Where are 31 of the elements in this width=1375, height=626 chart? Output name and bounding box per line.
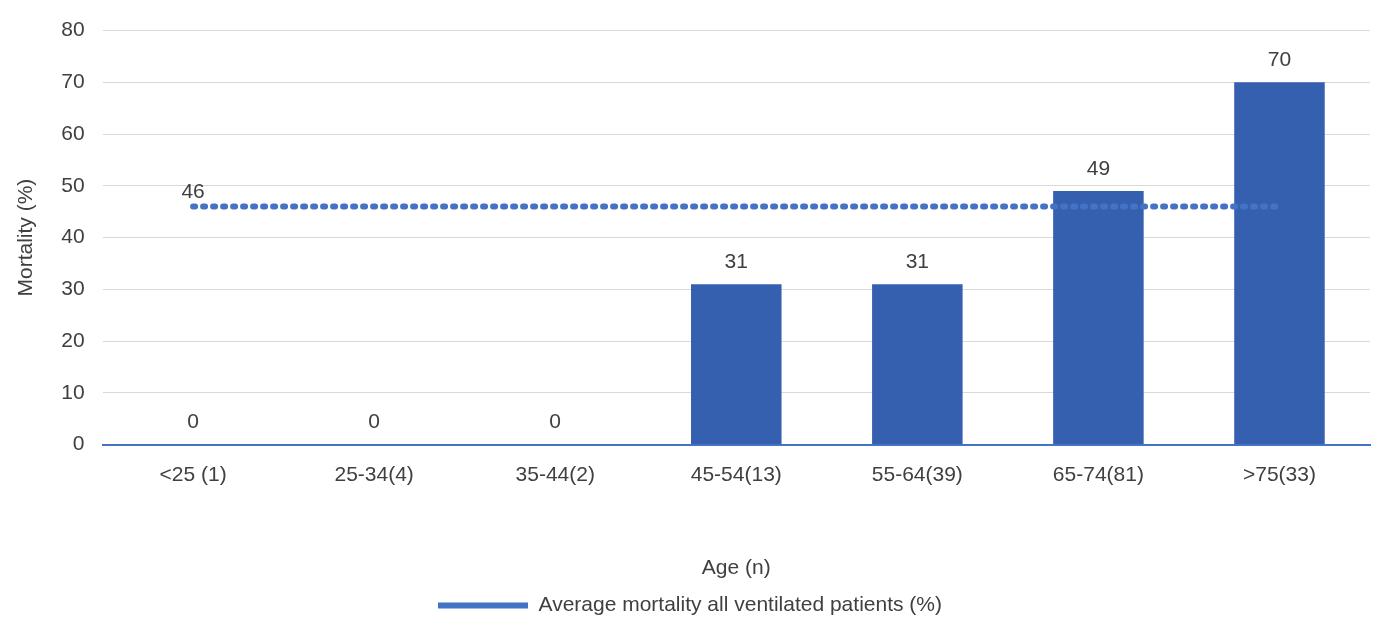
y-tick-label: 10 xyxy=(61,379,85,403)
bar xyxy=(1234,82,1325,445)
x-tick-label: >75(33) xyxy=(1242,462,1316,485)
bar xyxy=(691,284,782,445)
x-tick-label: 45-54(13) xyxy=(690,462,782,485)
x-tick-label: 65-74(81) xyxy=(1052,462,1144,485)
y-tick-label: 20 xyxy=(61,327,85,351)
data-label: 0 xyxy=(187,409,199,433)
bar xyxy=(872,284,963,445)
y-tick-label: 70 xyxy=(61,69,85,93)
data-label: 0 xyxy=(368,409,380,433)
x-tick-label: 25-34(4) xyxy=(334,462,414,485)
y-tick-label: 80 xyxy=(61,17,85,41)
y-tick-label: 60 xyxy=(61,120,85,144)
y-tick-label: 40 xyxy=(61,224,85,248)
data-label: 70 xyxy=(1267,47,1292,71)
y-tick-label: 30 xyxy=(61,276,85,300)
x-tick-label: 55-64(39) xyxy=(871,462,963,485)
y-tick-label: 50 xyxy=(61,172,85,196)
data-label: 46 xyxy=(181,179,205,203)
y-tick-label: 0 xyxy=(72,431,85,455)
legend-label: Average mortality all ventilated patients (%) xyxy=(538,592,942,616)
bar xyxy=(1053,191,1144,445)
x-tick-label: <25 (1) xyxy=(159,462,227,485)
x-tick-label: 35-44(2) xyxy=(515,462,595,485)
data-label: 49 xyxy=(1086,155,1111,179)
data-label: 0 xyxy=(549,409,562,433)
x-axis-title: Age (n) xyxy=(701,555,771,579)
data-label: 31 xyxy=(724,248,748,272)
data-label: 31 xyxy=(905,248,930,272)
y-axis-title: Mortality (%) xyxy=(13,178,37,297)
